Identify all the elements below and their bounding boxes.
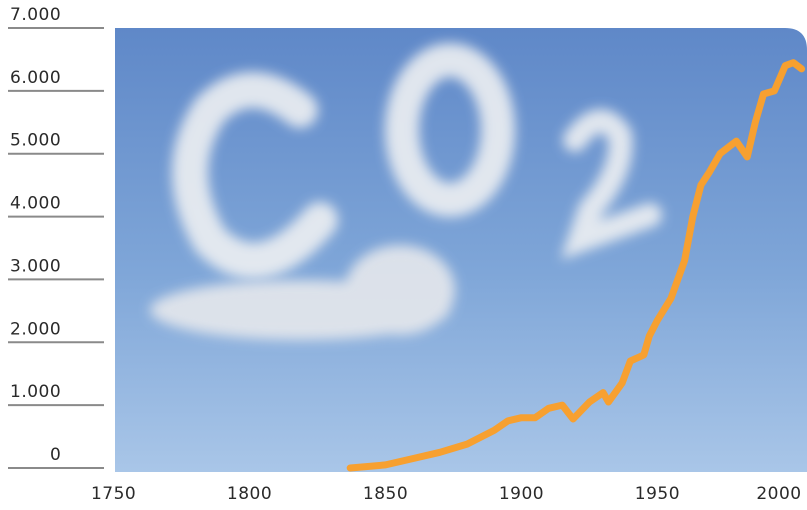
y-tick-label: 4.000	[10, 194, 61, 214]
x-tick-label: 2000	[756, 484, 801, 504]
page: {"chart_data": { "type": "line", "x": [1…	[0, 0, 807, 510]
x-tick-label: 1800	[227, 484, 272, 504]
y-tick-label: 7.000	[10, 5, 61, 25]
y-tick-label: 1.000	[10, 382, 61, 402]
y-tick-label: 0	[50, 445, 61, 465]
x-tick-label: 1850	[363, 484, 408, 504]
y-tick-label: 3.000	[10, 256, 61, 276]
x-tick-label: 1950	[635, 484, 680, 504]
x-tick-label: 1900	[499, 484, 544, 504]
x-tick-label: 1750	[91, 484, 136, 504]
chart: 0 1.000 2.000 3.000 4.000 5.000 6.000 7.000 1750…	[0, 0, 807, 510]
y-tick-label: 5.000	[10, 131, 61, 151]
y-tick-label: 2.000	[10, 319, 61, 339]
y-tick-label: 6.000	[10, 68, 61, 88]
